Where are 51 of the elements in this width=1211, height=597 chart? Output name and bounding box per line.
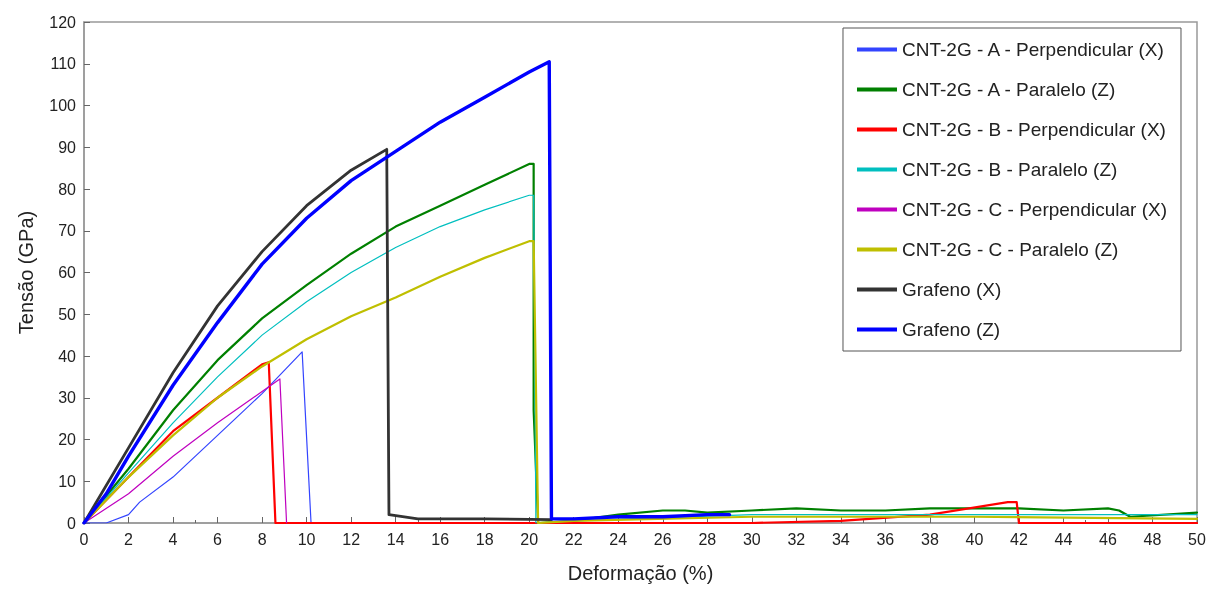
x-tick-label: 2 <box>124 530 134 548</box>
legend-label: CNT-2G - A - Perpendicular (X) <box>901 39 1164 60</box>
x-tick-label: 16 <box>431 530 450 548</box>
x-tick-label: 38 <box>920 530 939 548</box>
y-tick-label: 120 <box>49 13 77 31</box>
line-series <box>82 59 732 525</box>
x-tick-label: 32 <box>787 530 806 548</box>
y-tick-label: 40 <box>58 347 77 365</box>
x-tick-label: 40 <box>965 530 984 548</box>
legend-label: CNT-2G - C - Paralelo (Z) <box>901 239 1119 260</box>
x-tick-label: 42 <box>1010 530 1028 548</box>
x-tick-label: 0 <box>79 530 89 548</box>
legend-label: CNT-2G - A - Paralelo (Z) <box>901 79 1116 100</box>
x-tick-label: 24 <box>609 530 628 548</box>
x-tick-label: 36 <box>876 530 895 548</box>
legend-label: Grafeno (X) <box>901 279 1002 300</box>
x-tick-label: 4 <box>168 530 178 548</box>
y-tick-label: 0 <box>67 514 77 532</box>
x-tick-label: 44 <box>1054 530 1073 548</box>
x-axis-title: Deformação (%) <box>567 562 714 584</box>
x-tick-label: 14 <box>386 530 405 548</box>
x-tick-label: 6 <box>213 530 223 548</box>
y-tick-label: 80 <box>58 180 77 198</box>
line-series <box>83 351 312 524</box>
legend-label: CNT-2G - C - Perpendicular (X) <box>901 199 1168 220</box>
x-tick-label: 50 <box>1188 530 1206 548</box>
x-tick-label: 18 <box>475 530 494 548</box>
y-tick-label: 90 <box>58 138 77 156</box>
x-tick-label: 30 <box>742 530 761 548</box>
y-tick-label: 60 <box>58 264 77 281</box>
y-tick-label: 20 <box>58 431 77 448</box>
legend-label: CNT-2G - B - Perpendicular (X) <box>901 119 1166 140</box>
y-tick-label: 30 <box>58 389 77 407</box>
x-tick-label: 34 <box>831 530 850 548</box>
legend-label: CNT-2G - B - Paralelo (Z) <box>901 159 1118 180</box>
y-tick-label: 10 <box>58 472 77 490</box>
y-tick-label: 70 <box>58 222 77 240</box>
x-tick-label: 48 <box>1143 530 1162 548</box>
y-tick-label: 100 <box>49 97 77 114</box>
x-tick-label: 22 <box>564 530 583 548</box>
x-tick-label: 12 <box>342 530 361 548</box>
x-tick-label: 46 <box>1099 530 1117 548</box>
y-axis-title: Tensão (GPa) <box>15 210 37 335</box>
x-tick-label: 10 <box>297 530 316 548</box>
x-tick-label: 8 <box>257 530 267 548</box>
y-tick-label: 50 <box>58 305 77 323</box>
y-tick-label: 110 <box>50 55 77 73</box>
legend-label: Grafeno (Z) <box>901 319 1001 340</box>
x-tick-label: 28 <box>698 530 717 548</box>
x-tick-label: 26 <box>653 530 672 548</box>
x-tick-label: 20 <box>520 530 539 548</box>
